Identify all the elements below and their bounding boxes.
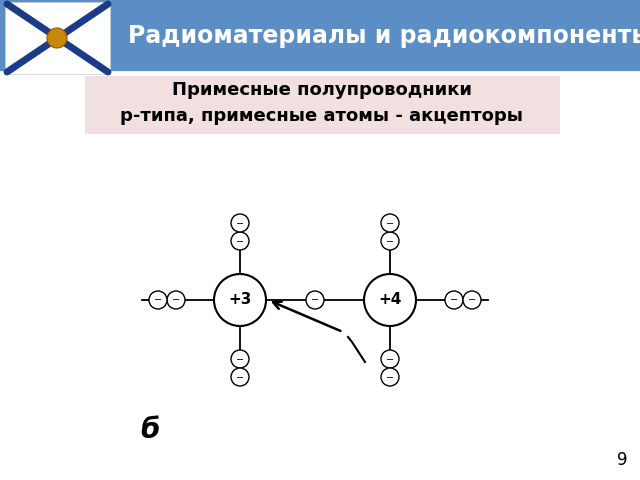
Text: −: −	[236, 355, 244, 364]
Text: р-типа, примесные атомы - акцепторы: р-типа, примесные атомы - акцепторы	[120, 107, 524, 125]
Text: Примесные полупроводники: Примесные полупроводники	[172, 81, 472, 99]
Text: −: −	[236, 237, 244, 247]
Text: −: −	[386, 237, 394, 247]
FancyBboxPatch shape	[5, 2, 110, 74]
Text: −: −	[386, 372, 394, 383]
Text: Радиоматериалы и радиокомпоненты: Радиоматериалы и радиокомпоненты	[127, 24, 640, 48]
Circle shape	[381, 368, 399, 386]
Circle shape	[364, 274, 416, 326]
Text: −: −	[172, 296, 180, 305]
Text: −: −	[386, 355, 394, 364]
Text: +4: +4	[378, 292, 402, 308]
Circle shape	[381, 350, 399, 368]
Circle shape	[47, 28, 67, 48]
FancyBboxPatch shape	[85, 76, 560, 134]
Text: −: −	[236, 372, 244, 383]
Circle shape	[381, 232, 399, 250]
Circle shape	[231, 368, 249, 386]
Text: +3: +3	[228, 292, 252, 308]
Circle shape	[231, 214, 249, 232]
Text: −: −	[468, 296, 476, 305]
Circle shape	[381, 214, 399, 232]
Circle shape	[231, 232, 249, 250]
Text: −: −	[450, 296, 458, 305]
Circle shape	[167, 291, 185, 309]
Circle shape	[149, 291, 167, 309]
Text: −: −	[386, 218, 394, 228]
Text: −: −	[236, 218, 244, 228]
Circle shape	[463, 291, 481, 309]
Text: б: б	[140, 416, 160, 444]
Circle shape	[306, 291, 324, 309]
Circle shape	[231, 350, 249, 368]
FancyBboxPatch shape	[0, 0, 640, 72]
Circle shape	[445, 291, 463, 309]
Text: −: −	[311, 296, 319, 305]
Circle shape	[214, 274, 266, 326]
Text: 9: 9	[617, 451, 627, 469]
Text: −: −	[154, 296, 162, 305]
